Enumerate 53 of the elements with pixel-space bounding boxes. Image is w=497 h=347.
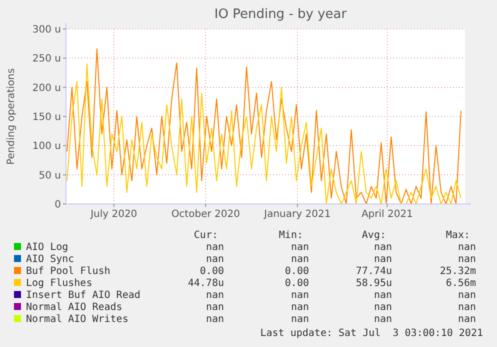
text: nan	[290, 290, 309, 301]
text: 58.95u	[356, 278, 392, 289]
y-tick-label: 50 u	[38, 170, 61, 182]
text: nan	[458, 290, 476, 301]
text: nan	[374, 290, 392, 301]
text: 0.00	[284, 278, 309, 289]
text: 0.00	[200, 266, 224, 277]
text: nan	[290, 242, 309, 253]
text: Avg:	[362, 230, 386, 241]
text: nan	[206, 290, 224, 301]
legend-label: Log Flushes	[26, 278, 92, 289]
text: nan	[374, 302, 392, 313]
legend-label: Normal AIO Writes	[26, 314, 128, 325]
legend-label: AIO Sync	[26, 254, 74, 265]
text: nan	[374, 242, 392, 253]
text: 44.78u	[188, 278, 224, 289]
text: Max:	[446, 230, 470, 241]
legend-label: Normal AIO Reads	[26, 302, 122, 313]
text: nan	[458, 254, 476, 265]
y-axis-title: Pending operations	[6, 68, 17, 165]
text: nan	[206, 242, 224, 253]
text: 6.56m	[446, 278, 476, 289]
text: nan	[206, 302, 224, 313]
text: nan	[206, 254, 224, 265]
text: nan	[458, 314, 476, 325]
y-tick-label: 100 u	[32, 141, 61, 152]
text: nan	[374, 314, 392, 325]
text: nan	[458, 302, 476, 313]
x-tick-label: April 2021	[361, 209, 413, 220]
text: nan	[290, 254, 309, 265]
text: Last update: Sat Jul 3 03:00:10 2021	[260, 328, 483, 339]
y-tick-label: 150 u	[32, 112, 61, 123]
y-tick-label: 0	[54, 200, 61, 210]
text: nan	[458, 242, 476, 253]
x-tick-label: January 2021	[263, 209, 331, 220]
y-tick-label: 300 u	[32, 24, 61, 36]
text: Min:	[278, 230, 303, 241]
y-tick-label: 200 u	[32, 82, 61, 94]
legend-label: AIO Log	[26, 242, 68, 253]
text: nan	[374, 254, 392, 265]
text: nan	[290, 302, 309, 313]
text: 25.32m	[440, 266, 476, 277]
x-tick-label: October 2020	[171, 209, 240, 220]
text: Cur:	[194, 230, 218, 241]
chart-title: IO Pending - by year	[214, 7, 348, 22]
text: nan	[290, 314, 309, 325]
text: nan	[206, 314, 224, 325]
legend-label: Insert Buf AIO Read	[26, 290, 140, 301]
y-tick-label: 250 u	[32, 54, 61, 65]
legend-label: Buf Pool Flush	[26, 266, 110, 277]
text: 0.00	[284, 266, 309, 277]
x-tick-label: July 2020	[90, 209, 138, 220]
text: 77.74u	[356, 266, 392, 277]
